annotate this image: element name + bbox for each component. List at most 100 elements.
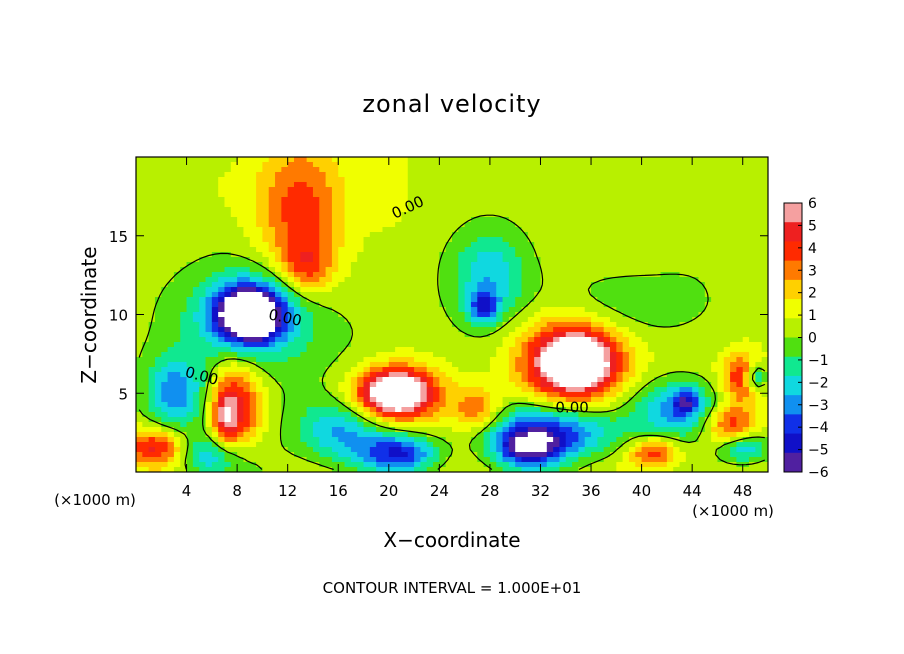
heat-cell xyxy=(647,297,655,303)
heat-cell xyxy=(692,187,700,193)
heat-cell xyxy=(508,322,516,328)
heat-cell xyxy=(603,287,611,293)
heat-cell xyxy=(142,192,150,198)
heat-cell xyxy=(167,232,175,238)
heat-cell xyxy=(445,387,453,393)
heat-cell xyxy=(698,277,706,283)
heat-cell xyxy=(698,192,706,198)
heat-cell xyxy=(350,367,358,373)
heat-cell xyxy=(388,202,396,208)
heat-cell xyxy=(388,387,396,393)
heat-cell xyxy=(534,367,542,373)
heat-cell xyxy=(546,262,554,268)
heat-cell xyxy=(730,392,737,398)
heat-cell xyxy=(660,302,668,308)
heat-cell xyxy=(249,212,257,218)
heat-cell xyxy=(496,297,504,303)
heat-cell xyxy=(559,242,567,248)
heat-cell xyxy=(527,182,535,188)
heat-cell xyxy=(382,182,390,188)
heat-cell xyxy=(452,257,459,263)
heat-cell xyxy=(704,317,712,323)
heat-cell xyxy=(591,372,598,378)
heat-cell xyxy=(527,207,535,213)
heat-cell xyxy=(445,302,453,308)
heat-cell xyxy=(256,297,263,303)
heat-cell xyxy=(256,367,263,373)
heat-cell xyxy=(711,222,719,228)
heat-cell xyxy=(635,247,643,253)
heat-cell xyxy=(673,237,681,243)
heat-cell xyxy=(572,262,579,268)
heat-cell xyxy=(546,277,554,283)
heat-cell xyxy=(325,252,333,258)
heat-cell xyxy=(407,252,415,258)
heat-cell xyxy=(325,287,333,293)
heat-cell xyxy=(199,387,207,393)
heat-cell xyxy=(237,307,245,313)
heat-cell xyxy=(268,277,276,283)
heat-cell xyxy=(458,177,466,183)
heat-cell xyxy=(597,217,605,223)
heat-cell xyxy=(325,342,333,348)
heat-cell xyxy=(553,242,561,248)
heat-cell xyxy=(224,317,232,323)
heat-cell xyxy=(439,312,447,318)
heat-cell xyxy=(218,252,226,258)
heat-cell xyxy=(243,332,251,338)
heat-cell xyxy=(755,362,763,368)
heat-cell xyxy=(154,307,162,313)
heat-cell xyxy=(635,237,643,243)
heat-cell xyxy=(338,367,346,373)
heat-cell xyxy=(761,162,768,168)
heat-cell xyxy=(553,367,561,373)
heat-cell xyxy=(597,177,605,183)
heat-cell xyxy=(553,327,561,333)
heat-cell xyxy=(654,242,662,248)
heat-cell xyxy=(673,167,681,173)
heat-cell xyxy=(161,352,169,358)
heat-cell xyxy=(464,207,472,213)
heat-cell xyxy=(224,292,232,298)
heat-cell xyxy=(666,332,674,338)
heat-cell xyxy=(433,227,440,233)
heat-cell xyxy=(635,187,643,193)
heat-cell xyxy=(388,382,396,388)
heat-cell xyxy=(559,187,567,193)
heat-cell xyxy=(357,322,365,328)
heat-cell xyxy=(199,187,207,193)
heat-cell xyxy=(742,387,750,393)
heat-cell xyxy=(338,272,346,278)
heat-cell xyxy=(749,182,756,188)
heat-cell xyxy=(464,197,472,203)
heat-cell xyxy=(546,287,554,293)
heat-cell xyxy=(572,182,579,188)
heat-cell xyxy=(521,357,529,363)
heat-cell xyxy=(616,307,624,313)
heat-cell xyxy=(230,217,238,223)
heat-cell xyxy=(730,332,737,338)
velocity-field xyxy=(136,157,768,472)
heat-cell xyxy=(470,387,478,393)
heat-cell xyxy=(433,162,440,168)
heat-cell xyxy=(186,252,194,258)
heat-cell xyxy=(433,172,440,178)
heat-cell xyxy=(312,172,320,178)
heat-cell xyxy=(458,277,466,283)
heat-cell xyxy=(616,372,624,378)
heat-cell xyxy=(249,377,257,383)
heat-cell xyxy=(211,382,219,388)
heat-cell xyxy=(401,272,409,278)
heat-cell xyxy=(616,387,624,393)
heat-cell xyxy=(572,217,579,223)
heat-cell xyxy=(268,322,276,328)
heat-cell xyxy=(249,317,257,323)
heat-cell xyxy=(515,292,523,298)
heat-cell xyxy=(591,172,598,178)
heat-cell xyxy=(641,222,649,228)
heat-cell xyxy=(142,247,150,253)
heat-cell xyxy=(161,227,169,233)
heat-cell xyxy=(230,342,238,348)
heat-cell xyxy=(173,277,181,283)
heat-cell xyxy=(363,342,371,348)
